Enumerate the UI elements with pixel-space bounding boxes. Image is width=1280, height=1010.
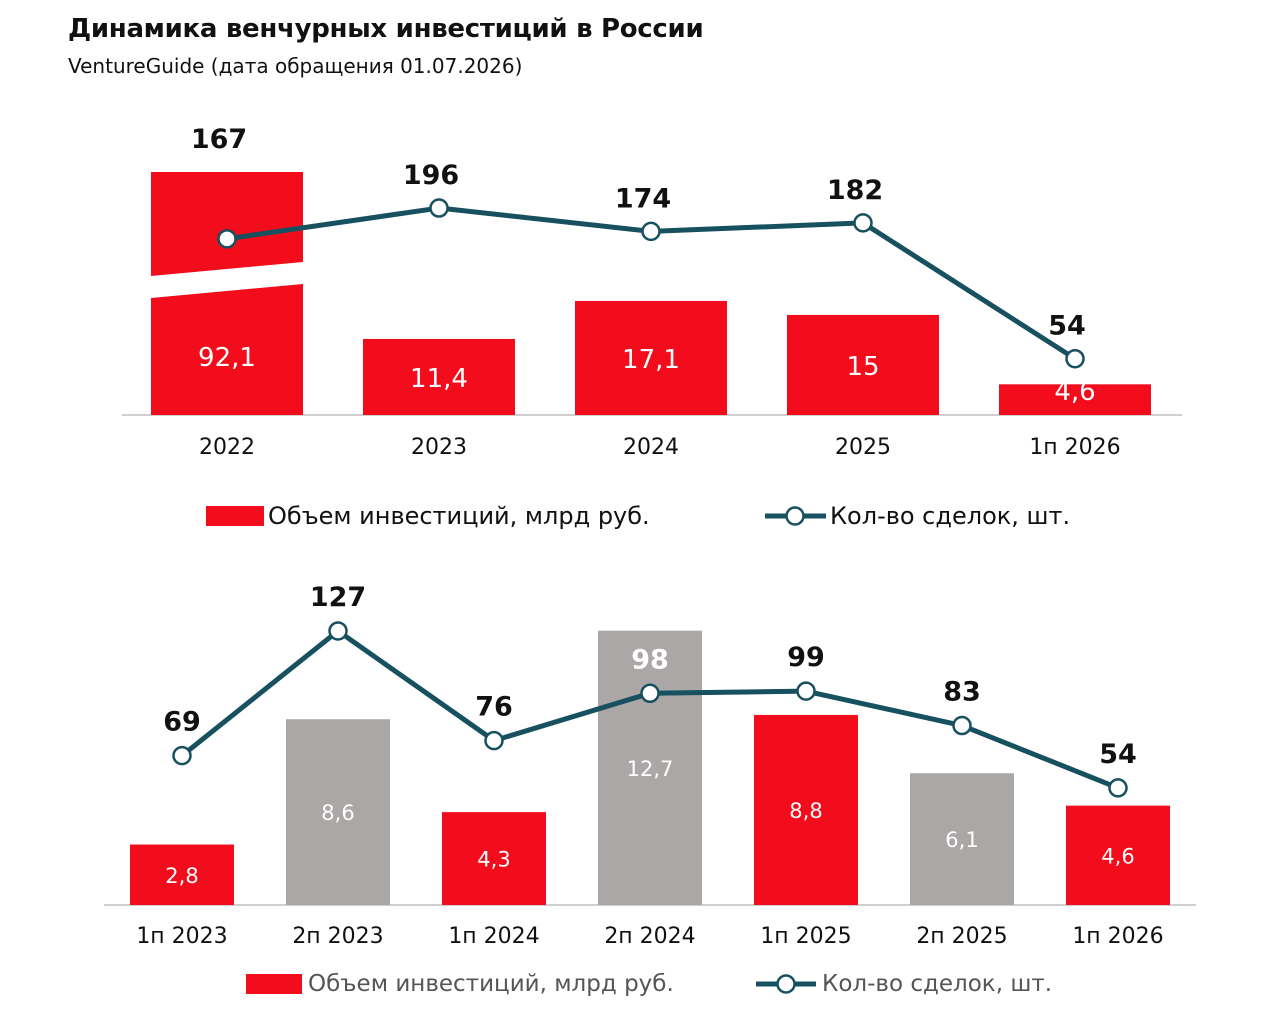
x-tick-label: 2п 2023 (292, 924, 383, 949)
deals-point (853, 213, 873, 233)
bar-broken-lower (151, 284, 303, 415)
legend-line-marker (785, 506, 805, 526)
bar (286, 719, 390, 905)
bar (442, 812, 546, 905)
deals-point (952, 715, 972, 736)
deals-value-label: 98 (631, 644, 669, 675)
legend-bar-label: Объем инвестиций, млрд руб. (308, 971, 674, 997)
bar (363, 338, 515, 415)
bar (910, 773, 1014, 905)
bar (130, 844, 234, 905)
chart-title: Динамика венчурных инвестиций в России (68, 14, 704, 44)
deals-value-label: 76 (475, 692, 513, 723)
x-tick-label: 1п 2025 (760, 924, 851, 949)
bar-value-label: 4,6 (1054, 377, 1095, 407)
deals-value-label: 127 (310, 582, 366, 613)
x-tick-label: 2п 2024 (604, 924, 695, 949)
deals-point (640, 683, 660, 704)
bar (1066, 805, 1170, 905)
deals-value-label: 69 (163, 707, 201, 738)
bar-value-label: 12,7 (627, 757, 674, 781)
deals-value-label: 99 (787, 642, 825, 673)
x-tick-label: 2п 2025 (916, 924, 1007, 949)
legend-bar-swatch (246, 974, 302, 994)
x-tick-label: 1п 2023 (136, 924, 227, 949)
deals-value-label: 182 (827, 175, 883, 206)
deals-value-label: 54 (1048, 311, 1086, 342)
deals-point (1108, 778, 1128, 798)
bar-value-label: 6,1 (945, 828, 978, 852)
deals-point (1065, 348, 1085, 369)
bar-value-label: 4,6 (1101, 844, 1134, 868)
deals-value-label: 167 (191, 124, 247, 155)
deals-point (796, 681, 816, 701)
annual-investment-chart: 92,1 2022 11,4 2023 17,1 2024 15 2025 4,6 1п 2026… (122, 124, 1182, 530)
deals-point (172, 745, 192, 766)
deals-point (328, 621, 348, 641)
bar (999, 384, 1151, 415)
bar (787, 314, 939, 415)
legend-bar-swatch (206, 506, 264, 526)
deals-value-label: 174 (615, 183, 671, 214)
deals-point (429, 198, 449, 218)
legend-line-label: Кол-во сделок, шт. (822, 971, 1052, 997)
bar-value-label: 17,1 (622, 345, 680, 375)
bar-broken-upper (151, 172, 303, 276)
bar-value-label: 92,1 (198, 343, 256, 373)
bar (754, 714, 858, 905)
deals-point (217, 229, 237, 249)
bar-value-label: 8,6 (321, 801, 354, 825)
bar-value-label: 2,8 (165, 864, 198, 888)
x-tick-label: 2025 (835, 435, 891, 460)
x-tick-label: 2022 (199, 435, 255, 460)
deals-value-label: 54 (1099, 739, 1137, 770)
bar (575, 300, 727, 415)
legend-bar-label: Объем инвестиций, млрд руб. (268, 502, 650, 530)
deals-point (641, 221, 661, 242)
legend-line-label: Кол-во сделок, шт. (830, 502, 1070, 530)
chart-subtitle: VentureGuide (дата обращения 01.07.2026) (68, 54, 523, 78)
bar (598, 630, 702, 905)
x-tick-label: 2024 (623, 435, 679, 460)
bar-value-label: 15 (846, 352, 879, 382)
x-tick-label: 1п 2024 (448, 924, 539, 949)
x-tick-label: 1п 2026 (1029, 435, 1120, 460)
legend-line-marker (776, 974, 796, 994)
bar-value-label: 8,8 (789, 799, 822, 823)
bar-value-label: 4,3 (477, 848, 510, 872)
bar-value-label: 11,4 (410, 364, 468, 394)
x-tick-label: 1п 2026 (1072, 924, 1163, 949)
x-tick-label: 2023 (411, 435, 467, 460)
deals-point (484, 730, 504, 751)
deals-value-label: 196 (403, 160, 459, 191)
deals-value-label: 83 (943, 677, 981, 708)
